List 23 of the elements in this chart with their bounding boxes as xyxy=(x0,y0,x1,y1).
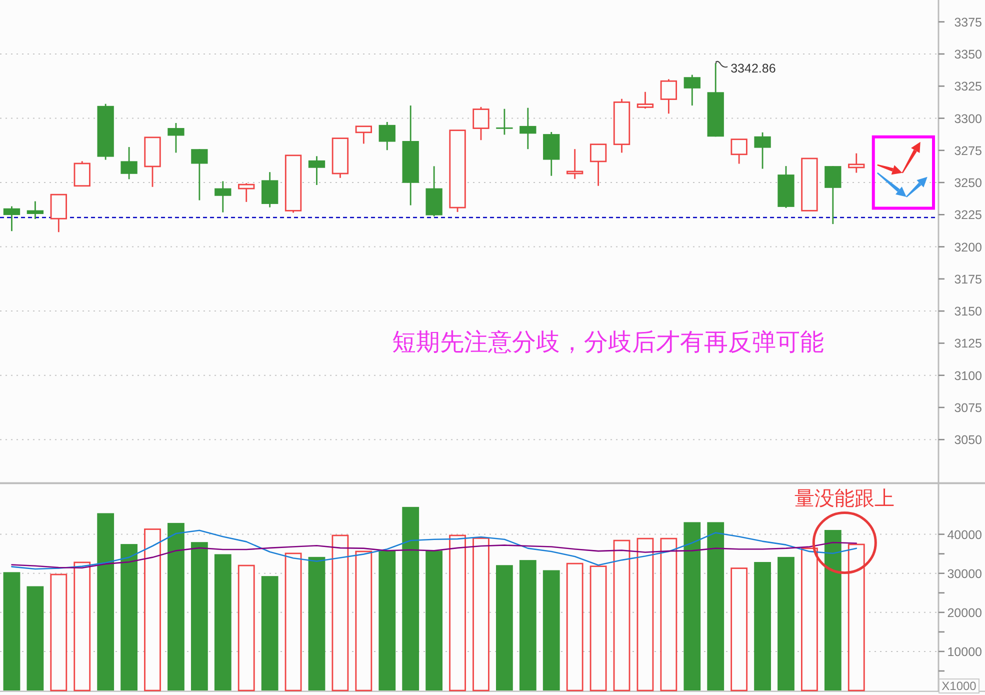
annotation: 3342.86 xyxy=(730,62,776,76)
annotation: 量没能跟上 xyxy=(794,486,895,510)
y-tick-label: 10000 xyxy=(947,644,982,659)
y-tick-label: 3175 xyxy=(954,272,982,286)
y-tick-label: 20000 xyxy=(947,606,982,620)
y-tick-label: 40000 xyxy=(947,528,982,542)
y-tick-label: 3275 xyxy=(954,144,982,158)
y-axis-title: X1000 xyxy=(942,679,977,693)
y-tick-label: 3225 xyxy=(954,208,982,222)
y-tick-label: 3075 xyxy=(954,400,982,415)
y-tick-label: 3350 xyxy=(954,47,982,62)
annotation: 短期先注意分歧，分歧后才有再反弹可能 xyxy=(392,328,824,356)
y-tick-label: 3100 xyxy=(954,368,982,383)
y-tick-label: 3050 xyxy=(954,433,982,448)
y-tick-label: 3375 xyxy=(954,15,982,30)
y-tick-label: 3150 xyxy=(954,304,982,319)
y-axis-unit: X1000 xyxy=(938,678,980,694)
y-tick-label: 3200 xyxy=(954,240,982,254)
y-tick-label: 30000 xyxy=(947,566,982,581)
y-tick-label: 3250 xyxy=(954,176,982,190)
y-tick-label: 3125 xyxy=(954,336,982,351)
y-tick-label: 3325 xyxy=(954,80,982,94)
y-tick-label: 3300 xyxy=(954,112,982,126)
